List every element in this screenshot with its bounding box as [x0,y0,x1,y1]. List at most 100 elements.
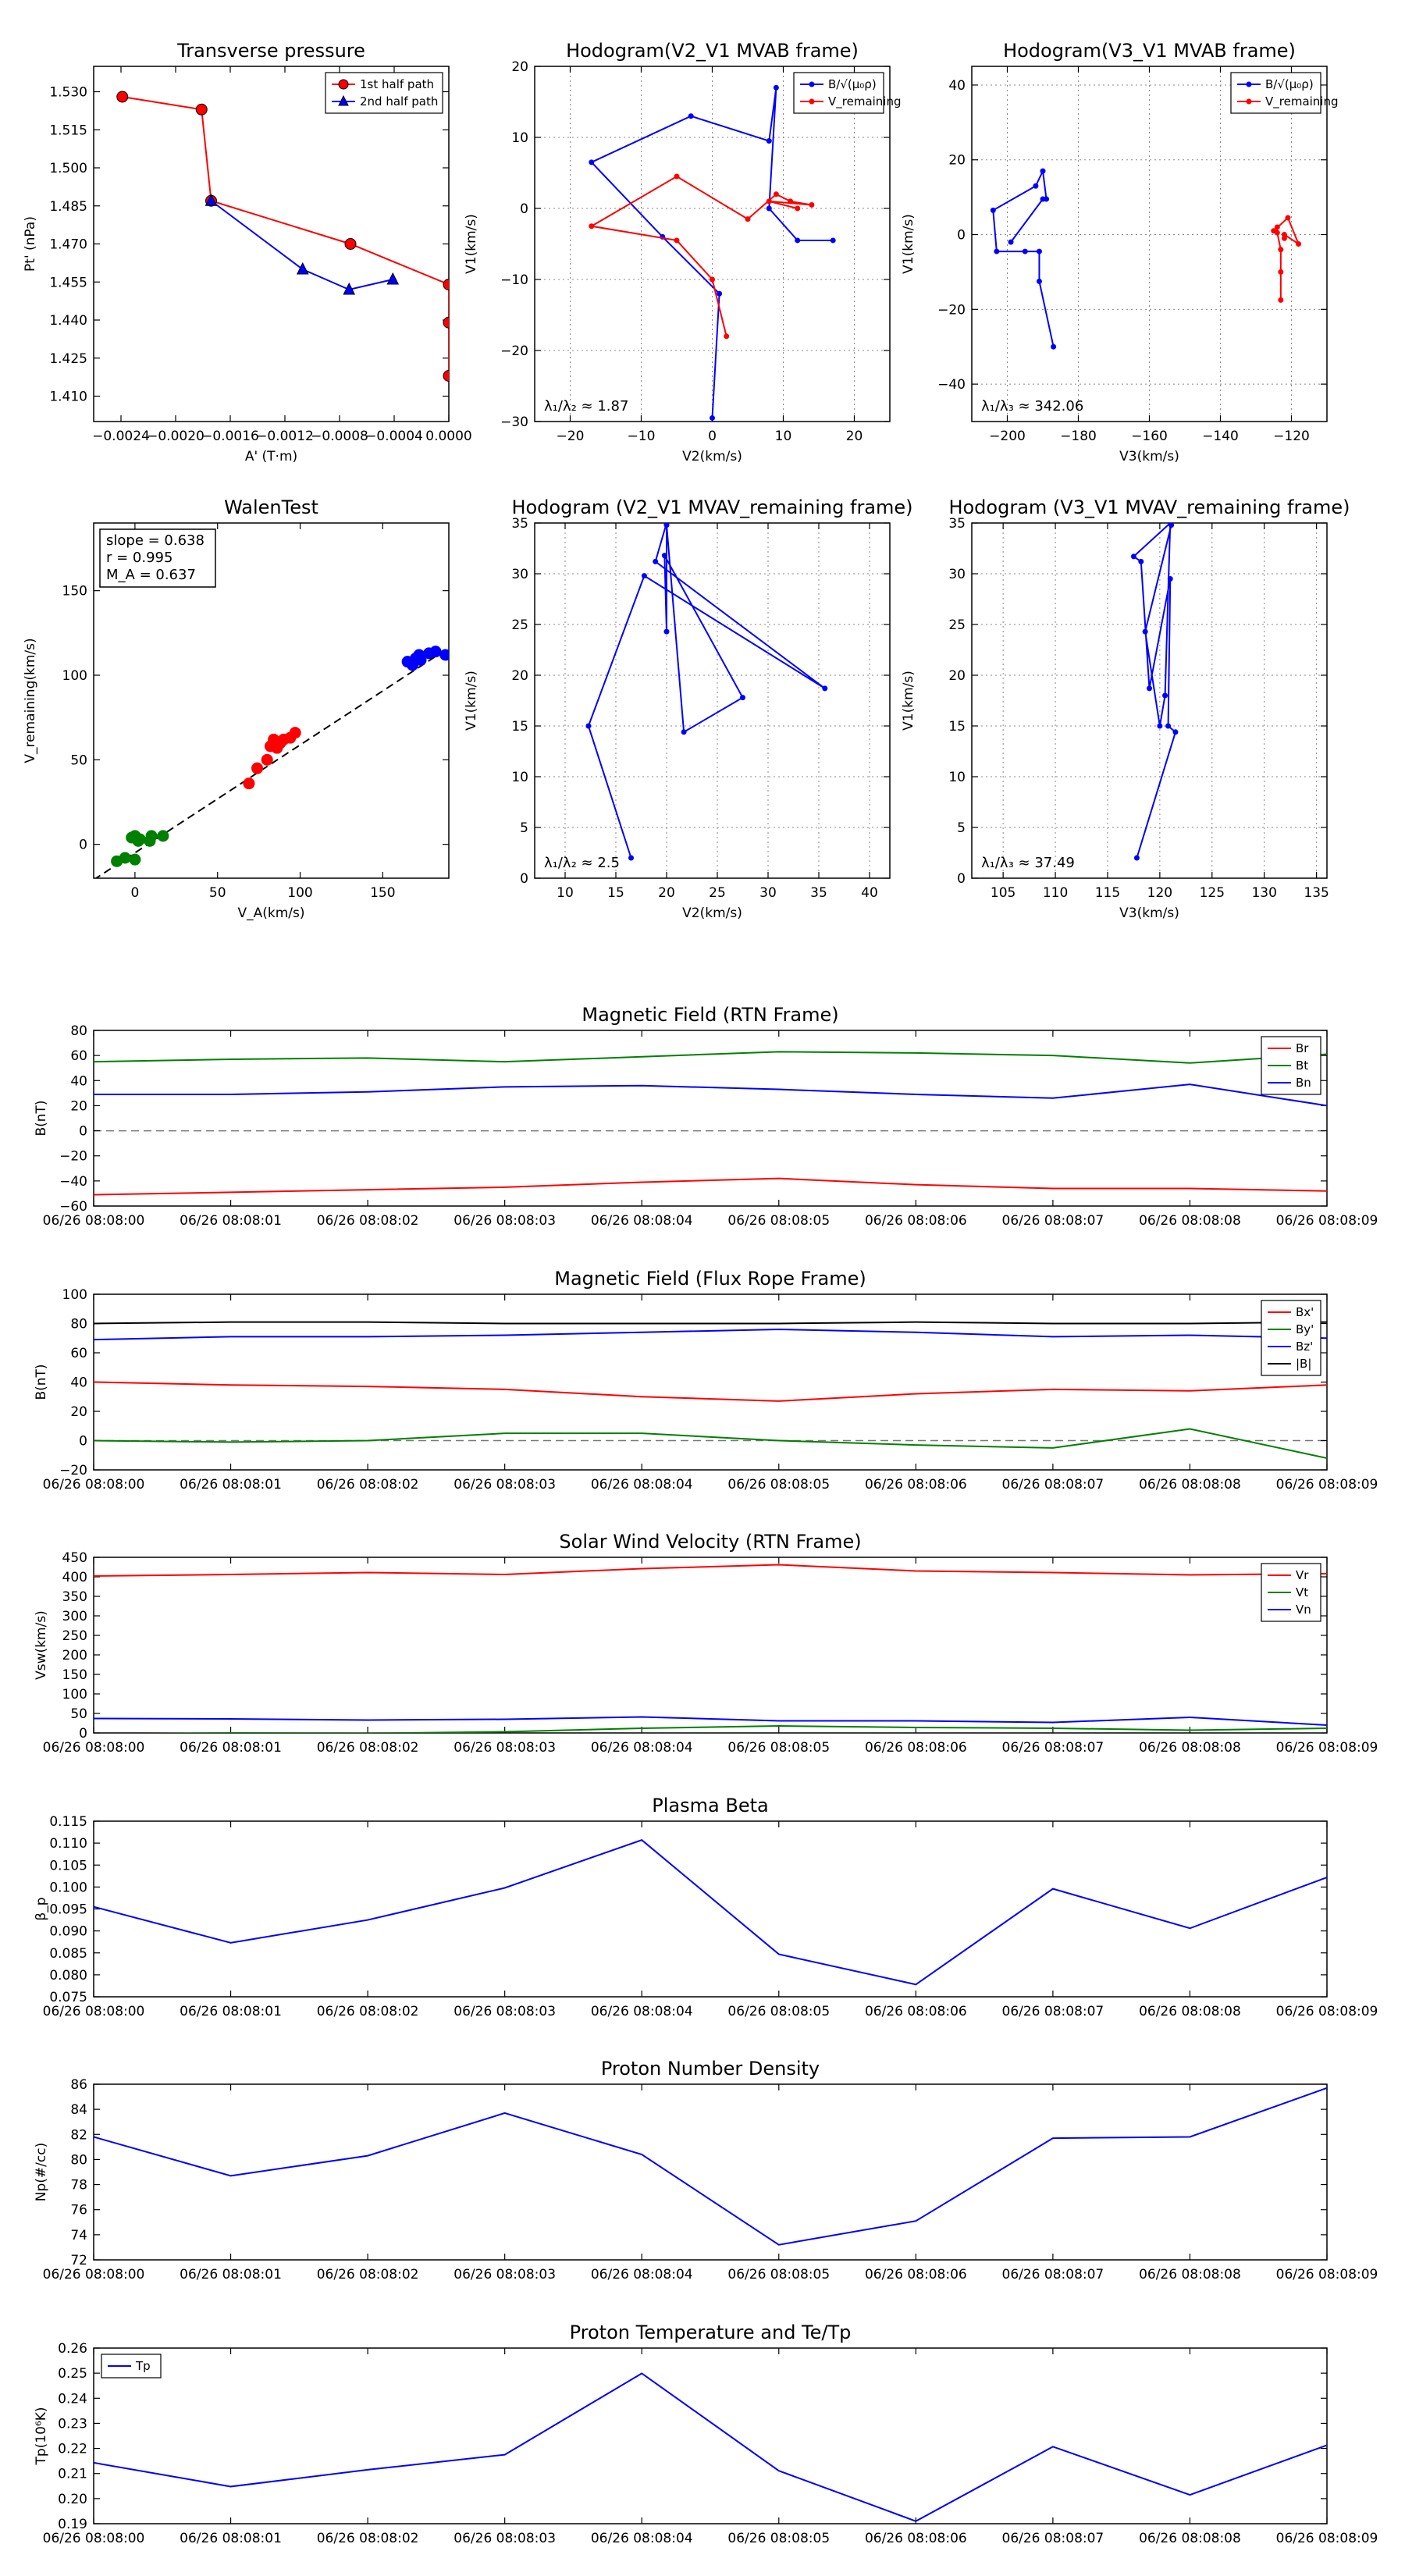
y-tick-label: 0.25 [58,2366,87,2382]
legend-label: B/√(μ₀ρ) [828,77,877,91]
x-tick-label: 20 [658,885,675,901]
data-point [1271,228,1277,234]
x-tick-label: −0.0016 [201,429,259,444]
x-tick-label: 30 [759,885,777,901]
y-tick-label: 10 [511,770,528,785]
data-point [663,628,670,635]
y-tick-label: 0.19 [58,2517,87,2532]
y-tick-label: 84 [70,2102,87,2118]
x-tick-label: 06/26 08:08:06 [865,1477,967,1493]
x-axis-label: V3(km/s) [1119,906,1179,921]
data-point [688,113,694,119]
x-tick-label: 06/26 08:08:09 [1276,2531,1378,2546]
y-axis-label: B(nT) [34,1364,49,1400]
data-point [439,649,449,661]
y-tick-label: 0.075 [49,1990,87,2005]
plot-frame [93,1030,1328,1207]
data-point [1138,558,1144,564]
data-point [585,723,592,729]
legend-marker [1246,98,1252,105]
data-point [1285,215,1291,221]
data-layer [94,2372,1327,2522]
y-tick-label: 30 [511,567,528,582]
data-point [1281,232,1287,238]
y-tick-label: 0.23 [58,2416,87,2432]
data-point [766,138,772,144]
data-point [344,238,357,250]
data-layer [94,2087,1327,2246]
x-axis-label: V_A(km/s) [237,906,304,921]
y-tick-label: 15 [948,719,966,735]
y-tick-label: 350 [62,1589,87,1605]
y-tick-label: −60 [59,1199,87,1215]
plot-frame [971,66,1328,422]
data-layer [94,1321,1327,1459]
ratio-annotation: λ₁/λ₃ ≈ 37.49 [981,855,1075,871]
y-tick-label: 20 [70,1098,87,1114]
legend-box [1230,72,1321,114]
x-tick-label: 06/26 08:08:02 [317,2004,419,2019]
x-tick-label: 135 [1304,885,1329,901]
chart-title: Magnetic Field (RTN Frame) [582,1004,838,1026]
x-tick-label: 06/26 08:08:04 [591,2004,693,2019]
y-tick-label: 0.110 [49,1836,87,1852]
y-tick-label: 0.26 [58,2341,87,2357]
plot-frame [534,522,891,879]
y-tick-label: 20 [70,1404,87,1420]
data-point [1296,241,1302,247]
x-tick-label: 115 [1095,885,1120,901]
y-tick-label: 150 [62,584,87,600]
x-tick-label: 10 [775,429,792,444]
y-tick-label: 80 [70,2152,87,2168]
data-point [443,316,449,329]
x-tick-label: 06/26 08:08:03 [454,1213,556,1229]
series-line-0 [587,523,826,859]
y-tick-label: 78 [70,2178,87,2194]
y-tick-label: 5 [957,820,966,836]
y-tick-label: 35 [948,516,966,532]
x-tick-label: 06/26 08:08:04 [591,1213,693,1229]
x-tick-label: 105 [991,885,1016,901]
x-tick-label: 06/26 08:08:08 [1139,2531,1241,2546]
y-tick-label: −20 [59,1463,87,1478]
legend: Bx' By' Bz' |B| [1261,1300,1321,1376]
x-tick-label: 06/26 08:08:04 [591,2267,693,2282]
x-tick-label: 06/26 08:08:07 [1002,1477,1104,1493]
stats-box [99,528,216,588]
x-tick-label: −10 [628,429,656,444]
data-point [1036,278,1042,284]
x-tick-label: 125 [1200,885,1225,901]
x-tick-label: 06/26 08:08:04 [591,1740,693,1756]
data-point [628,855,634,861]
data-point [766,198,772,205]
y-tick-label: 1.500 [49,161,87,176]
series-line-2 [94,1716,1327,1726]
data-point [663,523,670,528]
x-tick-label: 06/26 08:08:00 [43,2267,145,2282]
x-tick-label: 06/26 08:08:06 [865,1213,967,1229]
x-tick-label: −120 [1273,429,1310,444]
chart-title: Proton Temperature and Te/Tp [570,2322,852,2343]
data-point [243,777,255,790]
chart-walen: 0 50 100 150 0 50 100 150 WalenTest V_A(km/s) V_re… [23,496,450,921]
data-point [745,216,751,222]
data-point [195,103,208,116]
data-point [129,853,141,866]
stats-line: M_A = 0.637 [106,567,196,583]
x-tick-label: 06/26 08:08:07 [1002,1740,1104,1756]
data-point [133,833,146,845]
chart-tp2: 06/26 08:08:00 06/26 08:08:01 06/26 08:08:… [34,2322,1378,2546]
y-tick-label: 100 [62,1287,87,1303]
y-tick-label: 60 [70,1048,87,1064]
x-tick-label: 06/26 08:08:04 [591,1477,693,1493]
data-point [119,852,131,864]
legend-label: B/√(μ₀ρ) [1265,77,1314,91]
x-axis-label: V2(km/s) [682,449,742,464]
data-point [116,91,129,103]
data-layer [94,1564,1327,1733]
fit-line [94,647,449,878]
y-tick-label: 0.21 [58,2467,87,2482]
y-axis-label: Vsw(km/s) [34,1610,49,1680]
y-tick-label: 0.24 [58,2391,87,2407]
